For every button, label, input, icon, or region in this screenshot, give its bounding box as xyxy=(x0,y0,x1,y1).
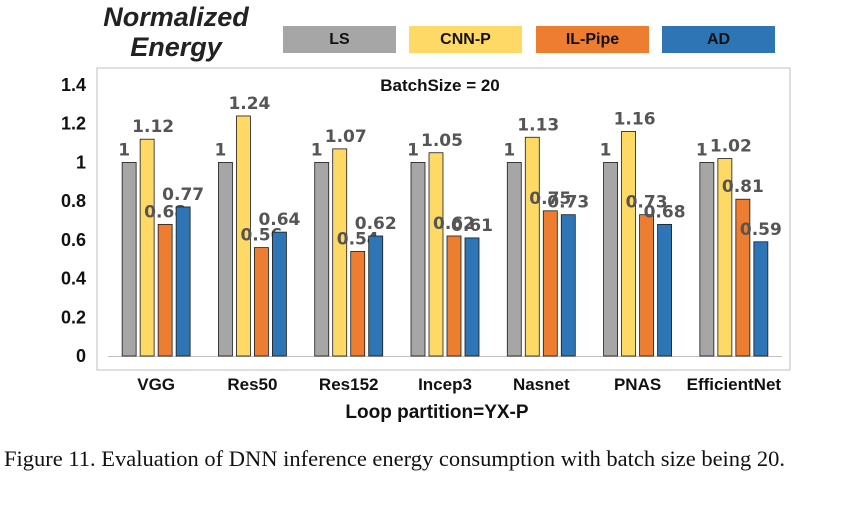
bar xyxy=(236,115,251,357)
bar xyxy=(410,162,426,357)
bar xyxy=(139,138,155,357)
bar xyxy=(464,237,480,357)
bar xyxy=(560,214,576,357)
y-tick-label: 0.2 xyxy=(61,307,86,327)
bar xyxy=(121,162,137,357)
legend-item-il-pipe: IL-Pipe xyxy=(536,26,649,53)
bar xyxy=(428,152,444,357)
data-label: 0.77 xyxy=(162,185,204,205)
y-tick-label: 0 xyxy=(76,346,86,366)
bar xyxy=(753,241,769,357)
data-label: 1.24 xyxy=(228,94,270,114)
data-label: 1.02 xyxy=(710,137,752,157)
figure-caption: Figure 11. Evaluation of DNN inference e… xyxy=(4,446,786,471)
data-label: 1 xyxy=(503,140,515,160)
bar xyxy=(272,231,287,357)
data-label: 1.12 xyxy=(132,117,174,137)
data-label: 1 xyxy=(696,140,708,160)
x-tick-label: Res152 xyxy=(319,375,379,394)
bar xyxy=(175,206,191,357)
x-tick-label: Nasnet xyxy=(513,375,570,394)
bar xyxy=(368,235,384,357)
bar xyxy=(639,214,654,357)
y-tick-label: 1 xyxy=(76,152,86,172)
legend-label-il-pipe: IL-Pipe xyxy=(565,30,620,48)
data-label: 1 xyxy=(215,140,227,160)
bar xyxy=(524,136,540,357)
data-label: 0.68 xyxy=(144,202,186,222)
legend-label-cnn-p: CNN-P xyxy=(440,30,491,48)
y-tick-label: 1.4 xyxy=(61,75,86,95)
data-label: 0.73 xyxy=(626,193,668,213)
y-tick-label: 0.6 xyxy=(61,230,86,250)
x-tick-label: Res50 xyxy=(227,375,277,394)
data-label: 0.59 xyxy=(740,220,782,240)
data-label: 1.16 xyxy=(614,109,656,129)
bar xyxy=(314,162,330,357)
bar xyxy=(699,162,715,357)
data-label: 1.07 xyxy=(325,127,367,147)
data-label: 1.13 xyxy=(517,115,559,135)
bar-chart: 00.20.40.60.811.21.4 BatchSize = 2011.120… xyxy=(61,67,791,423)
data-label: 0.56 xyxy=(240,226,282,246)
legend-item-ls: LS xyxy=(283,26,396,53)
data-label: 1 xyxy=(118,140,130,160)
data-label: 1 xyxy=(311,140,323,160)
chart-title: BatchSize = 20 xyxy=(380,76,500,95)
x-tick-label: VGG xyxy=(137,375,175,394)
plot-frame xyxy=(96,67,791,371)
data-label: 1 xyxy=(407,140,419,160)
x-tick-label: Incep3 xyxy=(418,375,472,394)
bar xyxy=(717,158,733,357)
data-label: 0.61 xyxy=(451,216,493,236)
data-label: 0.75 xyxy=(529,189,571,209)
bar xyxy=(542,210,558,357)
data-label: 0.81 xyxy=(722,177,764,197)
bar xyxy=(603,162,618,357)
chart-legend: LS CNN-P IL-Pipe AD xyxy=(283,26,775,54)
y-tick-label: 1.2 xyxy=(61,114,86,134)
legend-item-cnn-p: CNN-P xyxy=(409,26,522,53)
legend-item-ad: AD xyxy=(662,26,775,53)
legend-label-ad: AD xyxy=(706,30,731,48)
data-label: 0.62 xyxy=(433,214,475,234)
x-tick-label: PNAS xyxy=(614,375,661,394)
bar xyxy=(446,235,462,357)
bar xyxy=(735,198,751,357)
y-axis-title: Normalized Energy xyxy=(103,2,249,62)
bar xyxy=(350,251,366,357)
data-label: 1.05 xyxy=(421,131,463,151)
bar xyxy=(332,148,348,357)
bar xyxy=(621,131,636,357)
bar xyxy=(657,223,672,357)
legend-label-ls: LS xyxy=(329,30,350,48)
bar xyxy=(157,223,173,357)
bar xyxy=(254,247,269,357)
data-label: 0.62 xyxy=(355,214,397,234)
data-label: 1 xyxy=(600,140,612,160)
data-label: 0.73 xyxy=(547,193,589,213)
data-label: 0.64 xyxy=(258,210,300,230)
y-tick-label: 0.8 xyxy=(61,191,86,211)
y-tick-label: 0.4 xyxy=(61,269,86,289)
data-label: 0.68 xyxy=(644,202,686,222)
x-tick-label: EfficientNet xyxy=(687,375,782,394)
bar xyxy=(218,162,233,357)
bar xyxy=(506,162,522,357)
x-axis-title: Loop partition=YX-P xyxy=(345,402,528,423)
